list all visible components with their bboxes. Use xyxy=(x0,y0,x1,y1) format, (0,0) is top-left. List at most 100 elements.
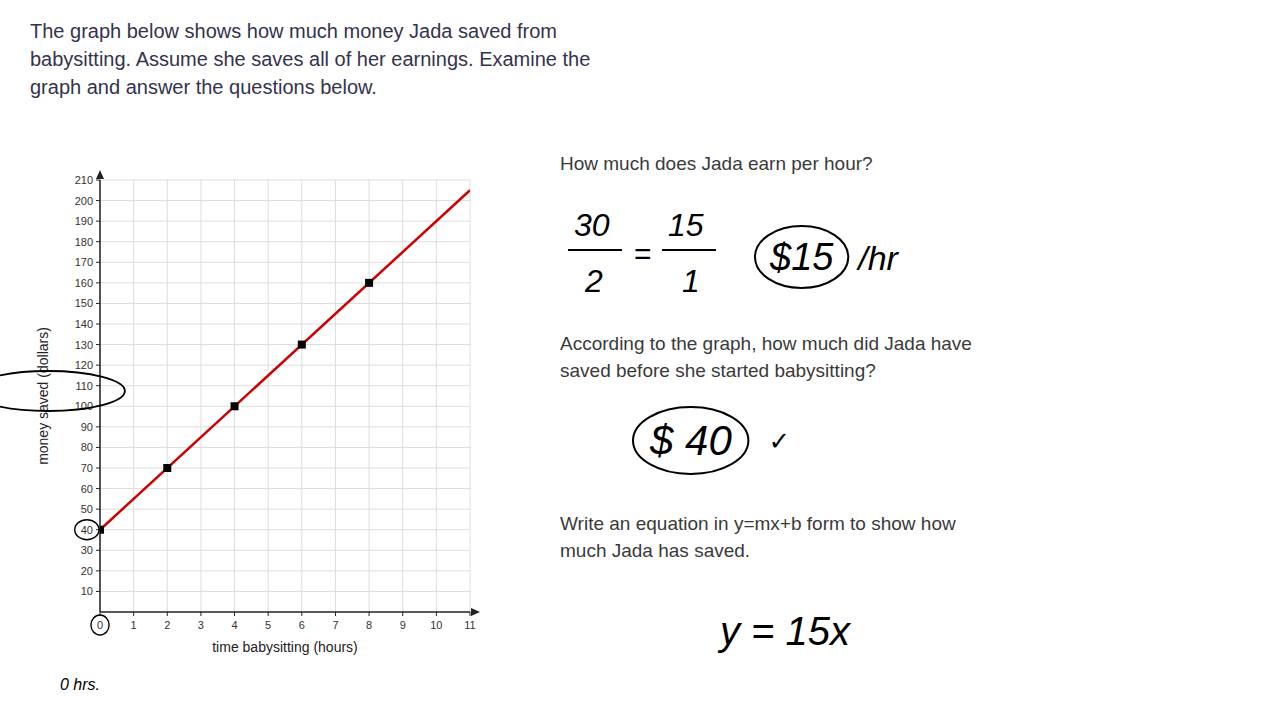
annotation-line: $ 40 xyxy=(649,417,732,464)
tick-circle xyxy=(75,520,99,540)
x-axis-label: time babysitting (hours) xyxy=(212,639,358,655)
y-axis-arrow xyxy=(96,170,104,179)
annotation: 15 xyxy=(668,207,704,243)
title-line: graph and answer the questions below. xyxy=(30,76,377,98)
grid-line-y xyxy=(100,426,470,427)
x-tick xyxy=(133,612,134,616)
y-tick xyxy=(96,509,100,510)
line xyxy=(100,190,470,529)
y-tick-label: 90 xyxy=(81,421,93,433)
annotation-line: $15 xyxy=(769,236,834,278)
y-tick-label: 120 xyxy=(75,359,93,371)
x-tick xyxy=(268,612,269,616)
y-tick-label: 10 xyxy=(81,585,93,597)
y-tick xyxy=(96,200,100,201)
annotation-line: = xyxy=(634,237,652,270)
grid-line-x xyxy=(402,180,403,612)
x-tick xyxy=(200,612,201,616)
x-tick xyxy=(234,612,235,616)
y-tick-label: 160 xyxy=(75,277,93,289)
y-tick xyxy=(96,468,100,469)
y-tick xyxy=(96,262,100,263)
annotation-line: /hr xyxy=(856,239,899,277)
point xyxy=(231,402,239,410)
grid-line-y xyxy=(100,344,470,345)
x-axis xyxy=(100,611,470,613)
grid-line-x xyxy=(234,180,235,612)
annotation: How much does Jada earn per hour? xyxy=(560,153,873,174)
y-tick xyxy=(96,344,100,345)
annotation: y = 15x xyxy=(717,609,852,653)
grid-line-y xyxy=(100,303,470,304)
y-tick xyxy=(96,385,100,386)
annotation: = xyxy=(634,237,652,270)
label-circle xyxy=(0,371,125,411)
x-tick-label: 8 xyxy=(366,619,372,631)
grid-line-y xyxy=(100,509,470,510)
grid-line-x xyxy=(470,180,471,612)
annotation-line: How much does Jada earn per hour? xyxy=(560,153,873,174)
grid-line-y xyxy=(100,180,470,181)
grid-line-x xyxy=(167,180,168,612)
y-tick-label: 190 xyxy=(75,215,93,227)
annotation-line: saved before she started babysitting? xyxy=(560,360,876,381)
grid-line-x xyxy=(100,180,101,612)
y-tick-label: 140 xyxy=(75,318,93,330)
y-tick xyxy=(96,324,100,325)
x-tick-label: 5 xyxy=(265,619,271,631)
y-tick-label: 100 xyxy=(75,400,93,412)
y-tick xyxy=(96,488,100,489)
grid-line-x xyxy=(436,180,437,612)
grid-line-y xyxy=(100,447,470,448)
point xyxy=(365,279,373,287)
y-tick-label: 110 xyxy=(75,380,93,392)
x-tick xyxy=(470,612,471,616)
x-axis-arrow xyxy=(471,608,480,616)
annotation-line: ✓ xyxy=(768,426,790,456)
y-tick-label: 80 xyxy=(81,441,93,453)
x-tick xyxy=(369,612,370,616)
annotation: ✓ xyxy=(768,426,790,456)
annotation-line: y = 15x xyxy=(717,609,852,653)
grid-line-y xyxy=(100,406,470,407)
x-tick-label: 3 xyxy=(198,619,204,631)
grid-line-y xyxy=(100,550,470,551)
y-tick-label: 40 xyxy=(81,524,93,536)
annotation-line: According to the graph, how much did Jad… xyxy=(560,333,972,354)
grid-line-x xyxy=(200,180,201,612)
x-tick xyxy=(335,612,336,616)
x-tick-label: 10 xyxy=(430,619,442,631)
x-tick-label: 0 xyxy=(97,619,103,631)
y-tick xyxy=(96,550,100,551)
grid-line-x xyxy=(369,180,370,612)
annotation: $ 40 xyxy=(649,417,732,464)
x-tick-label: 9 xyxy=(400,619,406,631)
y-tick xyxy=(96,180,100,181)
x-tick-label: 2 xyxy=(164,619,170,631)
title-line: babysitting. Assume she saves all of her… xyxy=(30,48,590,70)
y-axis-label: money saved (dollars) xyxy=(35,327,51,465)
y-tick xyxy=(96,426,100,427)
y-tick-label: 70 xyxy=(81,462,93,474)
annotation: $15 xyxy=(769,236,834,278)
annotation: /hr xyxy=(856,239,899,277)
grid-line-y xyxy=(100,488,470,489)
plot-data xyxy=(100,190,470,533)
y-tick xyxy=(96,447,100,448)
annotation-line: 30 xyxy=(574,207,610,243)
y-tick xyxy=(96,570,100,571)
grid-line-y xyxy=(100,324,470,325)
grid xyxy=(100,180,470,612)
y-tick-label: 30 xyxy=(81,544,93,556)
annotation: Write an equation in y=mx+b form to show… xyxy=(560,513,956,561)
y-axis xyxy=(99,180,101,612)
annotation: 1 xyxy=(682,263,700,299)
x-tick xyxy=(436,612,437,616)
grid-line-y xyxy=(100,282,470,283)
y-tick xyxy=(96,365,100,366)
answer-circle xyxy=(633,407,748,474)
x-tick-label: 7 xyxy=(332,619,338,631)
grid-line-y xyxy=(100,529,470,530)
annotation-line: 15 xyxy=(668,207,704,243)
annotation-line: 1 xyxy=(682,263,700,299)
